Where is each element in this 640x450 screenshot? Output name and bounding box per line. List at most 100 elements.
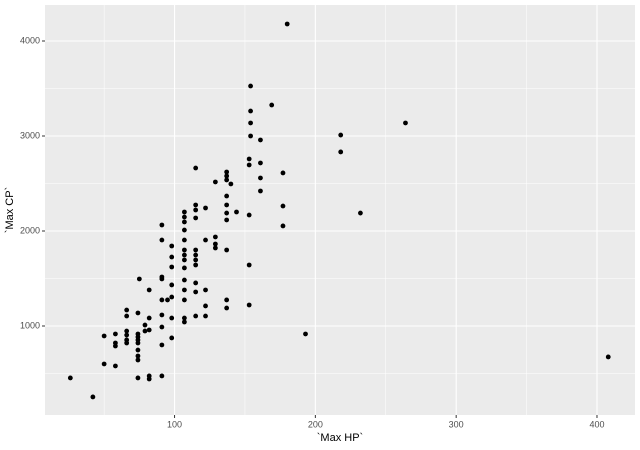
- point: [280, 170, 286, 176]
- point: [403, 120, 408, 126]
- point: [258, 175, 263, 181]
- point: [101, 333, 107, 339]
- point: [224, 177, 230, 183]
- point: [135, 340, 141, 346]
- point: [246, 262, 252, 268]
- point: [303, 331, 308, 337]
- point: [135, 310, 141, 316]
- point: [280, 203, 286, 209]
- point: [146, 287, 152, 293]
- x-axis-title: `Max HP`: [317, 432, 363, 444]
- point: [136, 276, 142, 282]
- point: [203, 303, 208, 309]
- point: [224, 193, 230, 199]
- point: [159, 373, 165, 379]
- x-tick-label: 200: [308, 419, 323, 429]
- point: [146, 327, 152, 333]
- point: [193, 207, 199, 213]
- point: [224, 210, 230, 216]
- point: [182, 252, 187, 258]
- point: [165, 297, 170, 303]
- point: [203, 237, 208, 243]
- point: [248, 83, 253, 89]
- point: [224, 202, 230, 208]
- point: [159, 297, 165, 303]
- point: [182, 319, 187, 325]
- point: [212, 234, 218, 240]
- point: [135, 375, 141, 381]
- point: [113, 343, 118, 349]
- point: [182, 219, 187, 225]
- point: [246, 156, 252, 162]
- y-tick-label: 1000: [20, 320, 40, 330]
- point: [605, 354, 611, 360]
- point: [169, 254, 175, 260]
- point: [159, 222, 165, 228]
- point: [193, 252, 199, 258]
- point: [224, 247, 230, 253]
- point: [182, 297, 187, 303]
- point: [124, 340, 130, 346]
- y-tick-label: 4000: [20, 35, 40, 45]
- point: [234, 209, 239, 215]
- point: [224, 169, 230, 175]
- x-tick-label: 400: [589, 419, 604, 429]
- point: [193, 257, 199, 263]
- point: [159, 324, 165, 330]
- x-tick-label: 100: [167, 419, 182, 429]
- point: [146, 315, 152, 321]
- point: [212, 179, 218, 185]
- point: [224, 173, 230, 179]
- point: [248, 120, 253, 126]
- point: [269, 102, 275, 108]
- point: [246, 302, 252, 308]
- point: [182, 209, 187, 215]
- point: [169, 294, 175, 300]
- point: [338, 149, 344, 155]
- point: [212, 241, 218, 247]
- point: [212, 245, 218, 251]
- point: [135, 353, 141, 359]
- point: [169, 264, 175, 270]
- point: [193, 247, 199, 253]
- point: [142, 322, 148, 328]
- point: [258, 137, 263, 143]
- point: [182, 227, 187, 233]
- point: [182, 315, 187, 321]
- point: [358, 210, 363, 216]
- point: [169, 335, 175, 341]
- point: [248, 108, 253, 114]
- point: [169, 282, 175, 288]
- point: [182, 214, 187, 220]
- y-tick-label: 3000: [20, 130, 40, 140]
- x-tick-label: 300: [449, 419, 464, 429]
- point: [193, 262, 199, 268]
- point: [169, 243, 175, 249]
- point: [159, 276, 165, 282]
- point: [203, 313, 208, 319]
- point: [280, 223, 286, 229]
- point: [182, 265, 187, 271]
- point: [193, 289, 199, 295]
- point: [113, 331, 118, 337]
- point: [124, 332, 130, 338]
- point: [159, 312, 165, 318]
- point: [135, 357, 141, 363]
- point: [193, 202, 199, 208]
- point: [193, 215, 199, 221]
- point: [67, 375, 73, 381]
- point: [284, 21, 290, 27]
- point: [224, 305, 230, 311]
- point: [182, 257, 187, 263]
- point: [258, 188, 263, 194]
- point: [258, 160, 263, 166]
- point: [193, 280, 199, 286]
- point: [101, 361, 107, 367]
- point: [182, 247, 187, 253]
- point: [159, 237, 165, 243]
- point: [113, 363, 118, 369]
- point: [224, 297, 230, 303]
- point: [124, 307, 130, 313]
- point: [124, 328, 130, 334]
